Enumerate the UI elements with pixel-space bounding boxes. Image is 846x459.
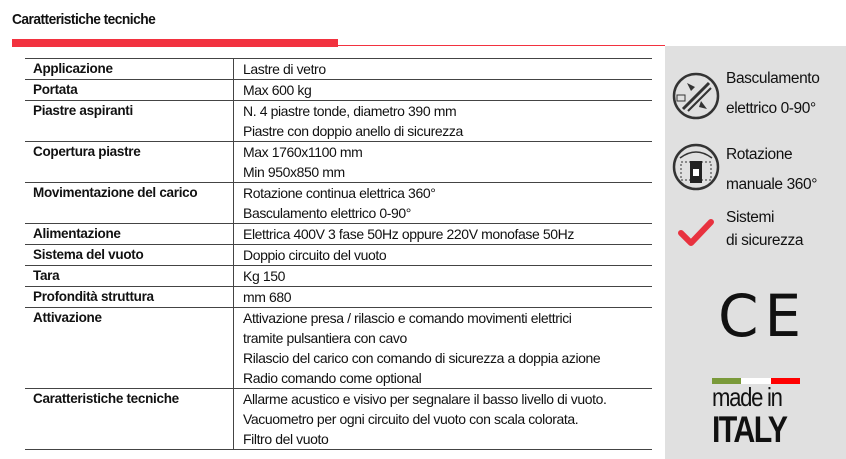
tilt-90-icon: [672, 72, 720, 120]
table-row: Movimentazione del carico Rotazione conti…: [25, 182, 652, 224]
spec-value: Elettrica 400V 3 fase 50Hz oppure 220V m…: [233, 223, 652, 245]
section-title: Caratteristiche tecniche: [12, 11, 156, 28]
spec-value-line: Rilascio del carico con comando di sicur…: [243, 350, 601, 366]
spec-value: Max 600 kg: [233, 79, 652, 101]
feature-line: Basculamento: [726, 70, 820, 87]
spec-value-line: Allarme acustico e visivo per segnalare …: [243, 391, 607, 407]
table-row: Caratteristiche tecniche Allarme acustico…: [25, 388, 652, 450]
spec-value: Kg 150: [233, 265, 652, 287]
feature-safety: Sistemi di sicurezza: [726, 206, 803, 252]
spec-value-line: Attivazione presa / rilascio e comando m…: [243, 310, 572, 326]
spec-label: Portata: [25, 79, 234, 101]
table-row: Portata Max 600 kg: [25, 79, 652, 101]
feature-line: elettrico 0-90°: [726, 100, 816, 117]
spec-label: Caratteristiche tecniche: [25, 388, 234, 450]
spec-value-line: Piastre con doppio anello di sicurezza: [243, 123, 463, 139]
italy-flag: [712, 378, 800, 384]
title-underline: [12, 39, 338, 47]
spec-value-line: Max 600 kg: [243, 82, 312, 98]
spec-value-line: N. 4 piastre tonde, diametro 390 mm: [243, 103, 457, 119]
spec-label: Copertura piastre: [25, 141, 234, 183]
spec-value-line: Min 950x850 mm: [243, 164, 345, 180]
table-row: Sistema del vuoto Doppio circuito del vuo…: [25, 244, 652, 266]
spec-value-line: Kg 150: [243, 268, 285, 284]
table-row: Alimentazione Elettrica 400V 3 fase 50Hz …: [25, 223, 652, 245]
spec-label: Alimentazione: [25, 223, 234, 245]
specs-table: Applicazione Lastre di vetro Portata Max 60…: [25, 58, 652, 450]
feature-line: Rotazione: [726, 146, 793, 163]
spec-value-line: Filtro del vuoto: [243, 431, 329, 447]
spec-label: Applicazione: [25, 58, 234, 80]
checkmark-icon: [678, 219, 714, 246]
spec-value: Attivazione presa / rilascio e comando m…: [233, 307, 652, 389]
spec-value-line: Doppio circuito del vuoto: [243, 247, 387, 263]
table-row: Applicazione Lastre di vetro: [25, 58, 652, 80]
spec-value-line: tramite pulsantiera con cavo: [243, 330, 407, 346]
spec-value: N. 4 piastre tonde, diametro 390 mm Piast…: [233, 100, 652, 142]
spec-label: Sistema del vuoto: [25, 244, 234, 266]
spec-value-line: mm 680: [243, 289, 292, 305]
spec-value-line: Basculamento elettrico 0-90°: [243, 205, 411, 221]
spec-value: Lastre di vetro: [233, 58, 652, 80]
table-row: Copertura piastre Max 1760x1100 mm Min 950…: [25, 141, 652, 183]
spec-value: Doppio circuito del vuoto: [233, 244, 652, 266]
spec-value-line: Lastre di vetro: [243, 61, 326, 77]
spec-value: mm 680: [233, 286, 652, 308]
spec-value: Rotazione continua elettrica 360° Bascula…: [233, 182, 652, 224]
rotation-360-icon: [672, 143, 720, 191]
ce-mark: CE: [718, 282, 808, 350]
spec-value: Max 1760x1100 mm Min 950x850 mm: [233, 141, 652, 183]
spec-label: Tara: [25, 265, 234, 287]
title-rule: [338, 45, 665, 46]
feature-rotation: Rotazione manuale 360°: [726, 140, 817, 200]
spec-label: Movimentazione del carico: [25, 182, 234, 224]
spec-value-line: Elettrica 400V 3 fase 50Hz oppure 220V m…: [243, 226, 574, 242]
table-row: Attivazione Attivazione presa / rilascio …: [25, 307, 652, 389]
feature-line: Sistemi: [726, 209, 775, 226]
feature-line: manuale 360°: [726, 176, 818, 193]
table-row: Piastre aspiranti N. 4 piastre tonde, dia…: [25, 100, 652, 142]
spec-label: Attivazione: [25, 307, 234, 389]
table-row: Profondità struttura mm 680: [25, 286, 652, 308]
feature-tilt: Basculamento elettrico 0-90°: [726, 64, 820, 124]
spec-label: Piastre aspiranti: [25, 100, 234, 142]
spec-value: Allarme acustico e visivo per segnalare …: [233, 388, 652, 450]
table-row: Tara Kg 150: [25, 265, 652, 287]
spec-value-line: Max 1760x1100 mm: [243, 144, 363, 160]
made-in-text: made in: [712, 382, 783, 412]
feature-line: di sicurezza: [726, 232, 804, 249]
spec-label: Profondità struttura: [25, 286, 234, 308]
italy-text: ITALY: [712, 409, 788, 450]
spec-value-line: Vacuometro per ogni circuito del vuoto c…: [243, 411, 579, 427]
features-panel: [665, 46, 846, 459]
spec-value-line: Radio comando come optional: [243, 370, 422, 386]
spec-value-line: Rotazione continua elettrica 360°: [243, 185, 436, 201]
